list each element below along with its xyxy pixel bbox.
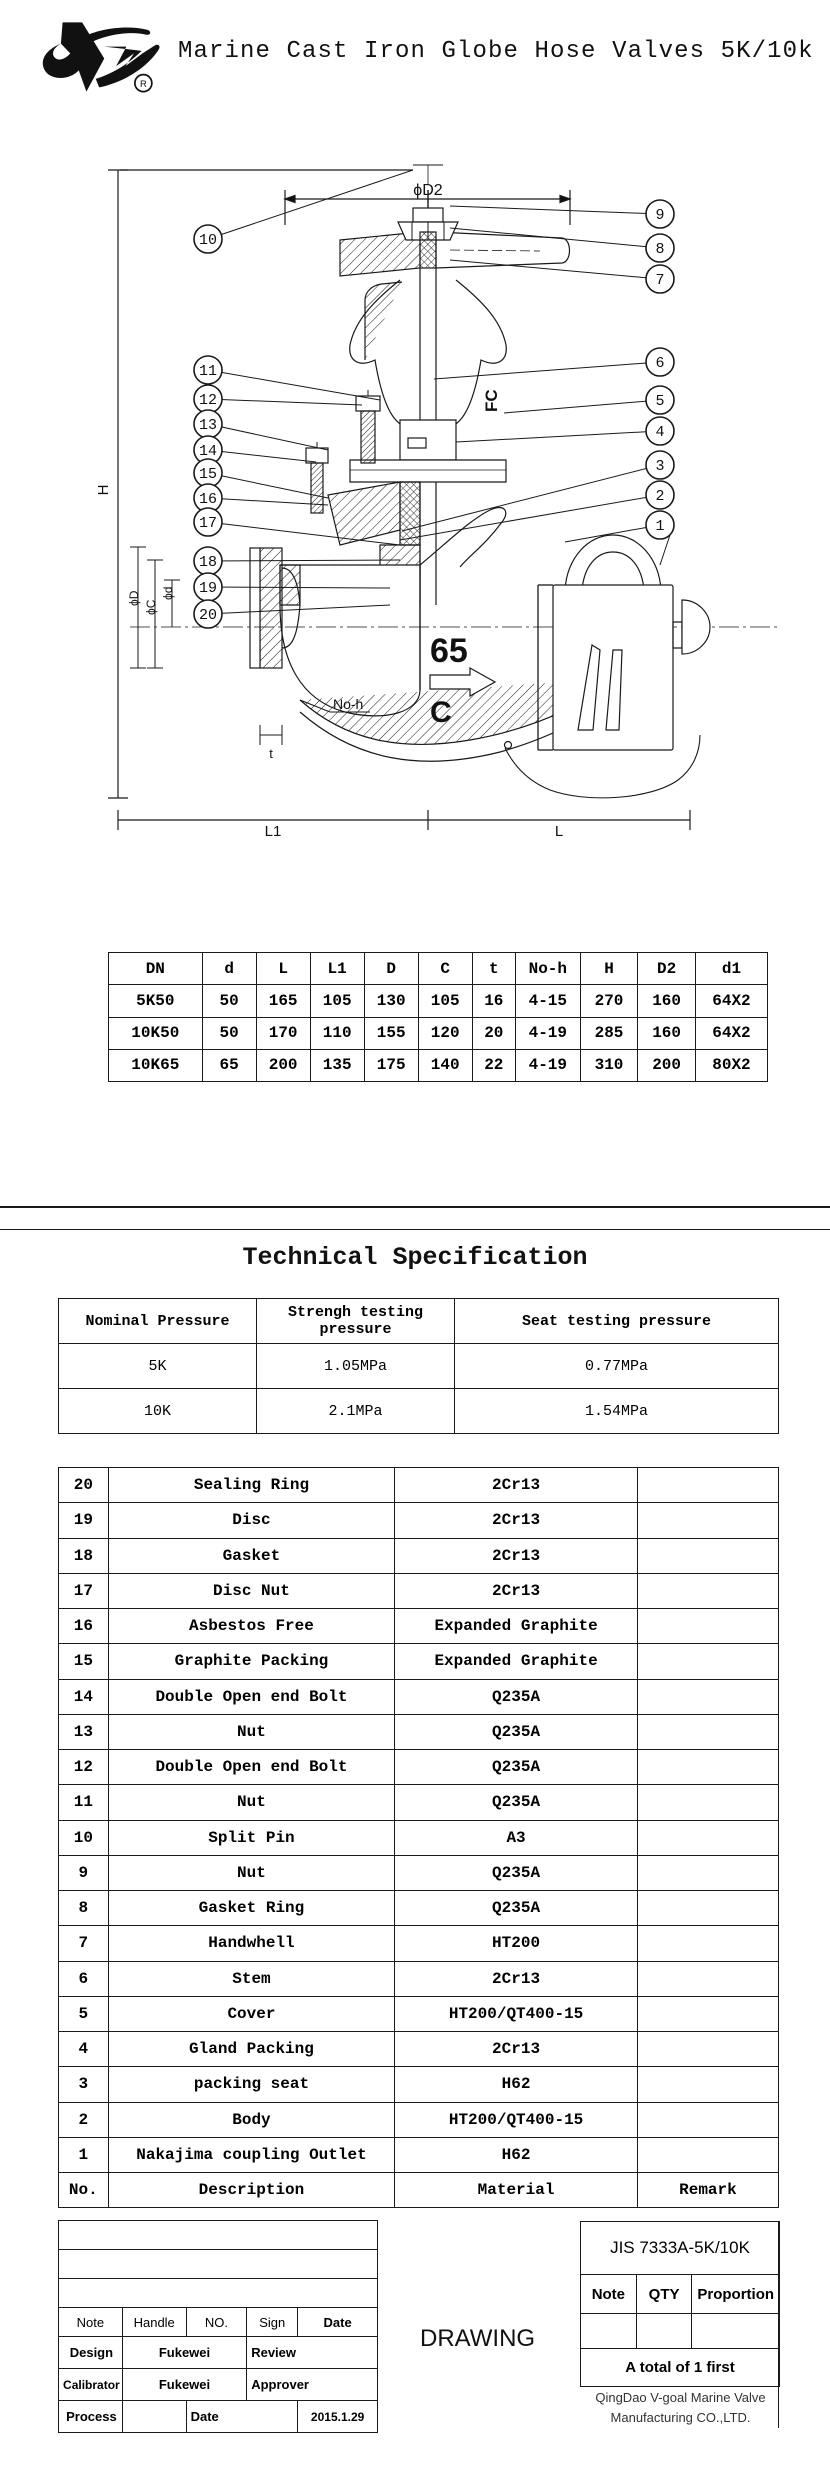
svg-text:No-h: No-h: [333, 696, 363, 712]
svg-text:H: H: [95, 485, 112, 496]
svg-text:65: 65: [430, 632, 468, 670]
svg-text:7: 7: [655, 272, 664, 289]
svg-text:10: 10: [199, 232, 217, 249]
svg-text:FC: FC: [482, 389, 501, 412]
svg-text:14: 14: [199, 443, 217, 460]
svg-text:1: 1: [655, 518, 664, 535]
svg-text:9: 9: [655, 207, 664, 224]
svg-text:15: 15: [199, 466, 217, 483]
svg-text:L1: L1: [265, 823, 282, 840]
svg-text:6: 6: [655, 355, 664, 372]
svg-text:C: C: [430, 696, 452, 729]
svg-text:17: 17: [199, 515, 217, 532]
svg-text:8: 8: [655, 241, 664, 258]
svg-text:13: 13: [199, 417, 217, 434]
svg-text:18: 18: [199, 554, 217, 571]
svg-text:11: 11: [199, 363, 217, 380]
svg-text:19: 19: [199, 580, 217, 597]
svg-text:16: 16: [199, 491, 217, 508]
svg-text:5: 5: [655, 393, 664, 410]
svg-text:3: 3: [655, 458, 664, 475]
svg-text:ϕC: ϕC: [144, 599, 158, 615]
svg-text:ϕd: ϕd: [161, 587, 175, 600]
svg-text:ϕD: ϕD: [127, 590, 141, 606]
svg-text:12: 12: [199, 392, 217, 409]
svg-text:4: 4: [655, 424, 664, 441]
svg-text:t: t: [269, 746, 273, 761]
svg-text:L: L: [555, 823, 563, 840]
svg-text:2: 2: [655, 488, 664, 505]
svg-text:20: 20: [199, 607, 217, 624]
